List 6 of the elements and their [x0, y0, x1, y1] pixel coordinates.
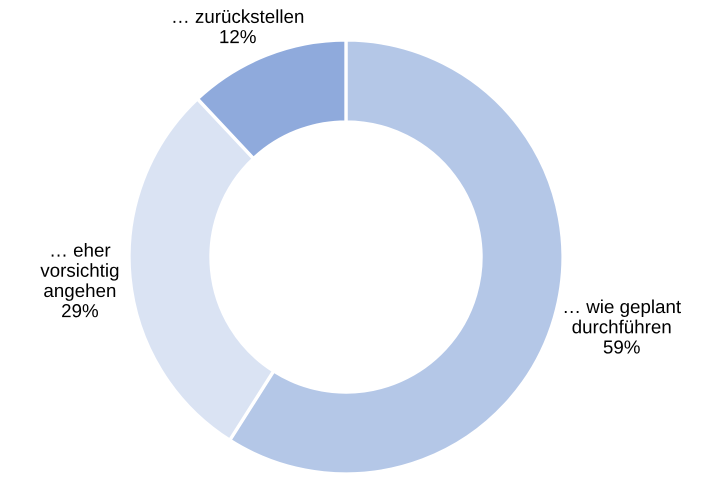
data-label: 29%: [62, 304, 98, 318]
slice-label: … eher vorsichtig angehen: [40, 242, 118, 301]
data-label: 12%: [220, 30, 256, 44]
slice-label: … wie geplant durchführen: [564, 299, 681, 334]
data-label: 59%: [604, 340, 640, 354]
slice-label: … zurückstellen: [174, 9, 304, 24]
